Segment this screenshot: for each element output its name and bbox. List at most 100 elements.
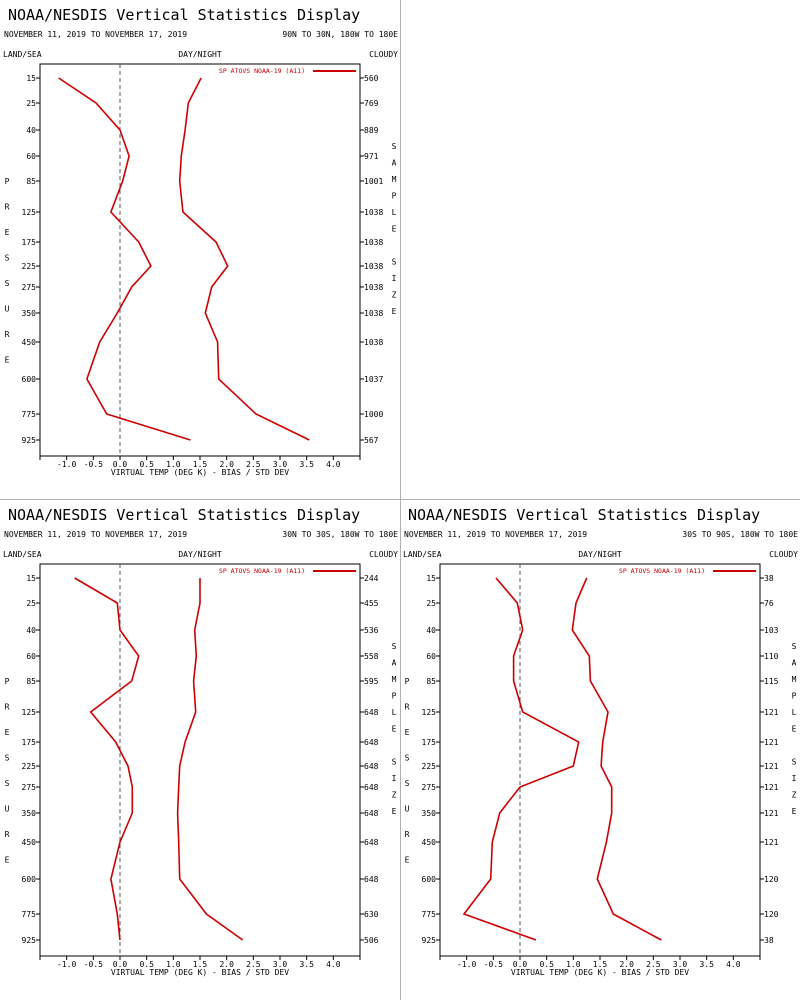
y2-axis-letter: Z [392, 791, 397, 800]
sample-size-label: 120 [764, 875, 779, 884]
land-sea-label: LAND/SEA [3, 50, 42, 59]
pressure-level-label: 925 [22, 436, 37, 445]
y2-axis-letter: S [392, 758, 397, 767]
x-tick-label: 1.5 [193, 960, 208, 969]
x-tick-label: 3.5 [299, 460, 314, 469]
pressure-level-label: 40 [426, 626, 436, 635]
date-range: NOVEMBER 11, 2019 TO NOVEMBER 17, 2019 [404, 530, 587, 539]
series-line-std-dev [176, 578, 244, 941]
x-tick-label: 2.0 [219, 460, 234, 469]
pressure-level-label: 15 [26, 574, 36, 583]
y-axis-letter: P [5, 677, 10, 686]
x-tick-label: 3.0 [273, 960, 288, 969]
chart-panel-south: NOAA/NESDIS Vertical Statistics Display N… [400, 500, 800, 1000]
pressure-level-label: 125 [22, 708, 37, 717]
x-tick-label: 4.0 [726, 960, 741, 969]
cloudy-label: CLOUDY [369, 50, 398, 59]
sample-size-label: 1001 [364, 177, 383, 186]
x-tick-label: -1.0 [457, 960, 476, 969]
plot-frame [39, 63, 361, 457]
sample-size-label: 120 [764, 910, 779, 919]
pressure-level-label: 60 [426, 652, 436, 661]
sample-size-label: 648 [364, 783, 379, 792]
x-tick-label: 2.5 [646, 960, 661, 969]
y-axis-letter: E [5, 856, 10, 865]
sample-size-label: 121 [764, 708, 779, 717]
pressure-level-label: 925 [22, 936, 37, 945]
pressure-level-label: 15 [426, 574, 436, 583]
sample-size-label: 1038 [364, 262, 383, 271]
pressure-level-label: 15 [26, 74, 36, 83]
land-sea-label: LAND/SEA [3, 550, 42, 559]
pressure-level-label: 40 [26, 626, 36, 635]
series-line-std-dev [571, 577, 662, 941]
y2-axis-letter: M [392, 675, 397, 684]
pressure-level-label: 125 [422, 708, 437, 717]
y-axis-letter: S [5, 779, 10, 788]
region-label: 90N TO 30N, 180W TO 180E [282, 30, 398, 39]
sample-size-label: 648 [364, 738, 379, 747]
pressure-level-label: 600 [22, 875, 37, 884]
pressure-level-label: 60 [26, 652, 36, 661]
sample-size-label: 648 [364, 708, 379, 717]
pressure-level-label: 125 [22, 208, 37, 217]
sample-size-label: 76 [764, 599, 774, 608]
plot-frame [39, 563, 361, 957]
pressure-level-label: 450 [22, 838, 37, 847]
y2-axis-letter: E [392, 225, 397, 234]
pressure-level-label: 225 [422, 762, 437, 771]
y-axis-letter: S [5, 754, 10, 763]
date-range: NOVEMBER 11, 2019 TO NOVEMBER 17, 2019 [4, 30, 187, 39]
y-axis-letter: E [405, 856, 410, 865]
pressure-level-label: 775 [22, 410, 37, 419]
x-tick-label: -0.5 [84, 960, 103, 969]
x-tick-label: 1.5 [193, 460, 208, 469]
pressure-level-label: 175 [22, 238, 37, 247]
day-night-label: DAY/NIGHT [178, 50, 222, 59]
x-tick-label: 3.0 [273, 460, 288, 469]
y2-axis-letter: L [392, 208, 397, 217]
y2-axis-letter: L [792, 708, 797, 717]
chart-title: NOAA/NESDIS Vertical Statistics Display [8, 6, 360, 24]
x-tick-label: 2.5 [246, 960, 261, 969]
pressure-level-label: 25 [26, 599, 36, 608]
sample-size-label: 121 [764, 783, 779, 792]
y2-axis-letter: S [792, 758, 797, 767]
y2-axis-letter: P [392, 192, 397, 201]
y2-axis-letter: E [392, 807, 397, 816]
x-tick-label: 2.5 [246, 460, 261, 469]
pressure-level-label: 450 [22, 338, 37, 347]
pressure-level-label: 175 [422, 738, 437, 747]
y2-axis-letter: A [392, 659, 397, 668]
x-tick-label: 0.5 [139, 960, 154, 969]
y-axis-letter: S [405, 779, 410, 788]
x-tick-label: 1.0 [166, 960, 181, 969]
pressure-level-label: 275 [422, 783, 437, 792]
pressure-level-label: 85 [26, 177, 36, 186]
region-label: 30N TO 30S, 180W TO 180E [282, 530, 398, 539]
chart-panel-north: NOAA/NESDIS Vertical Statistics Display N… [0, 0, 400, 500]
sample-size-label: 103 [764, 626, 779, 635]
sample-size-label: 889 [364, 126, 379, 135]
y2-axis-letter: I [792, 774, 797, 783]
x-tick-label: 4.0 [326, 460, 341, 469]
sample-size-label: 1038 [364, 338, 383, 347]
pressure-level-label: 775 [422, 910, 437, 919]
horizontal-divider [0, 499, 800, 500]
sample-size-label: 595 [364, 677, 379, 686]
y-axis-letter: E [405, 728, 410, 737]
sample-size-label: 38 [764, 936, 774, 945]
x-tick-label: 0.5 [139, 460, 154, 469]
sample-size-label: 506 [364, 936, 379, 945]
pressure-level-label: 275 [22, 283, 37, 292]
y-axis-letter: R [5, 203, 10, 212]
y-axis-letter: P [405, 677, 410, 686]
sample-size-label: 769 [364, 99, 379, 108]
y2-axis-letter: I [392, 274, 397, 283]
x-tick-label: 0.0 [113, 460, 128, 469]
x-axis-label: VIRTUAL TEMP (DEG K) - BIAS / STD DEV [111, 468, 289, 477]
y-axis-letter: R [5, 830, 10, 839]
sample-size-label: 1038 [364, 238, 383, 247]
sample-size-label: 648 [364, 809, 379, 818]
sample-size-label: 38 [764, 574, 774, 583]
